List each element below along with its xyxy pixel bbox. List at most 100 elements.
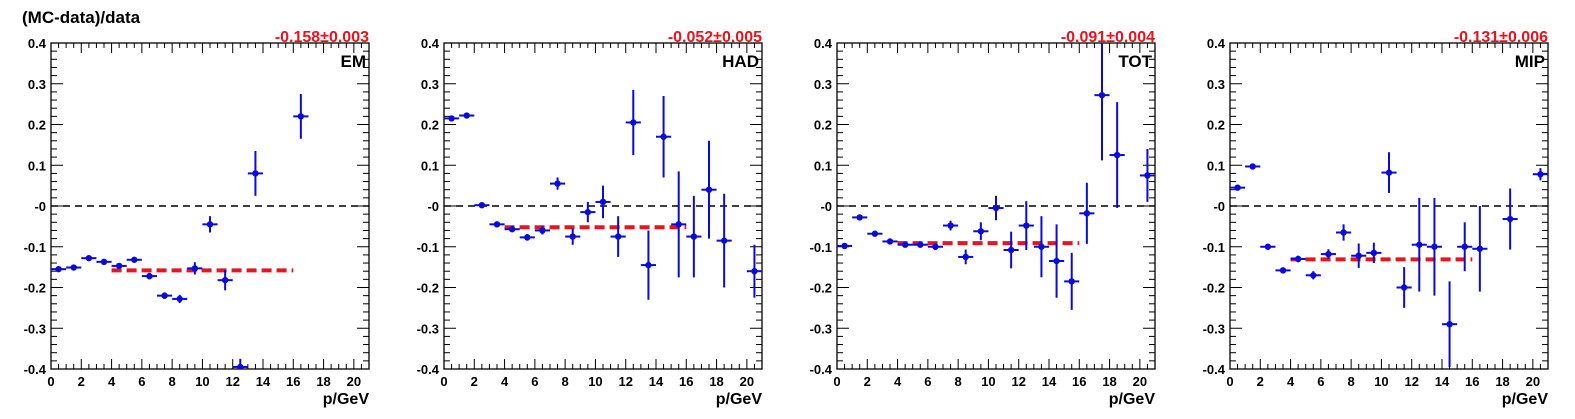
data-marker xyxy=(463,112,470,119)
data-marker xyxy=(1461,243,1468,250)
data-point xyxy=(157,292,173,299)
data-point xyxy=(232,358,248,369)
data-point xyxy=(1033,216,1049,278)
data-marker xyxy=(478,201,486,209)
data-marker xyxy=(992,204,1000,212)
x-tick-label: 6 xyxy=(138,374,145,389)
data-point xyxy=(1260,243,1276,250)
x-axis-label: p/GeV xyxy=(1109,391,1156,408)
x-tick-label: 8 xyxy=(1348,374,1355,389)
x-tick-label: 0 xyxy=(47,374,54,389)
data-point xyxy=(489,221,505,228)
x-tick-label: 6 xyxy=(531,374,538,389)
data-marker xyxy=(1279,267,1287,274)
data-marker xyxy=(614,233,622,240)
data-point xyxy=(474,201,490,209)
x-tick-label: 12 xyxy=(225,374,239,389)
data-point xyxy=(580,201,596,223)
data-point xyxy=(247,150,263,196)
data-point xyxy=(716,193,732,288)
data-point xyxy=(1064,252,1080,310)
data-marker xyxy=(161,292,168,299)
data-marker xyxy=(176,295,183,303)
panel-label: HAD xyxy=(722,52,759,71)
data-point xyxy=(1320,249,1336,259)
data-marker xyxy=(191,265,199,272)
data-marker xyxy=(1144,172,1151,179)
data-marker xyxy=(1023,222,1030,229)
y-tick-label: -0.2 xyxy=(810,281,832,296)
data-point xyxy=(1457,222,1473,272)
y-tick-label: 0.2 xyxy=(814,118,832,133)
y-tick-label: -0.1 xyxy=(417,240,439,255)
data-marker xyxy=(917,241,924,248)
data-marker xyxy=(841,242,848,250)
y-tick-label: -0 xyxy=(1213,199,1225,214)
data-point xyxy=(958,249,974,265)
data-marker xyxy=(751,268,758,275)
data-point xyxy=(459,112,475,119)
data-marker xyxy=(1431,243,1438,250)
data-point xyxy=(519,234,535,241)
data-point xyxy=(867,230,883,237)
x-axis-label: p/GeV xyxy=(1502,391,1549,408)
data-marker xyxy=(1038,243,1045,250)
y-tick-label: -0.3 xyxy=(24,321,46,336)
data-point xyxy=(973,222,989,241)
y-tick-label: -0.3 xyxy=(810,321,832,336)
data-marker xyxy=(1340,229,1347,236)
data-point xyxy=(1003,231,1019,269)
data-point xyxy=(1381,152,1397,193)
data-point xyxy=(1426,197,1442,296)
data-point xyxy=(202,216,218,233)
data-point xyxy=(1502,188,1518,250)
x-tick-label: 16 xyxy=(1072,374,1086,389)
panel-had: -0.4 -0.3 -0.2 -0.1 -0 0.1 0.2 0.3 0.4 0 2 4 6 8 10 12 1… xyxy=(417,29,763,408)
x-tick-label: 0 xyxy=(1226,374,1233,389)
data-marker xyxy=(1416,241,1423,248)
y-tick-label: -0.4 xyxy=(24,362,47,377)
data-point xyxy=(1366,242,1382,264)
x-tick-label: 20 xyxy=(740,374,754,389)
data-marker xyxy=(1098,91,1106,99)
data-marker xyxy=(1355,252,1362,259)
data-point xyxy=(927,243,943,251)
data-point xyxy=(1275,267,1291,274)
data-marker xyxy=(1007,246,1015,254)
panel-mip: -0.4 -0.3 -0.2 -0.1 -0 0.1 0.2 0.3 0.4 0 2 4 6 8 10 12 1… xyxy=(1203,29,1549,408)
y-tick-label: 0.3 xyxy=(814,77,832,92)
x-tick-label: 18 xyxy=(1495,374,1509,389)
panel-label: EM xyxy=(341,52,367,71)
data-marker xyxy=(962,253,969,261)
x-tick-label: 6 xyxy=(1317,374,1324,389)
data-marker xyxy=(221,276,229,284)
y-tick-label: 0.1 xyxy=(421,158,439,173)
data-marker xyxy=(1083,210,1091,217)
data-point xyxy=(1049,224,1065,298)
data-point xyxy=(625,89,641,156)
data-marker xyxy=(1370,249,1378,257)
y-tick-label: -0 xyxy=(427,199,439,214)
data-point xyxy=(187,262,203,275)
data-marker xyxy=(569,233,576,240)
data-marker xyxy=(932,243,939,250)
data-marker xyxy=(539,227,546,234)
data-point xyxy=(534,226,550,235)
x-tick-label: 20 xyxy=(1133,374,1147,389)
data-marker xyxy=(977,228,985,235)
data-point xyxy=(1442,281,1458,367)
panel-tot: -0.4 -0.3 -0.2 -0.1 -0 0.1 0.2 0.3 0.4 0 2 4 6 8 10 12 1… xyxy=(810,29,1156,408)
x-tick-label: 0 xyxy=(833,374,840,389)
x-tick-label: 10 xyxy=(195,374,209,389)
data-point xyxy=(1079,182,1095,244)
data-point xyxy=(1351,243,1367,268)
data-marker xyxy=(947,222,954,229)
data-marker xyxy=(901,241,909,248)
y-tick-label: 0.1 xyxy=(814,158,832,173)
x-tick-label: 20 xyxy=(1526,374,1540,389)
y-tick-label: 0.1 xyxy=(28,158,46,173)
data-marker xyxy=(630,119,637,126)
data-marker xyxy=(720,237,728,244)
data-point xyxy=(671,171,687,278)
